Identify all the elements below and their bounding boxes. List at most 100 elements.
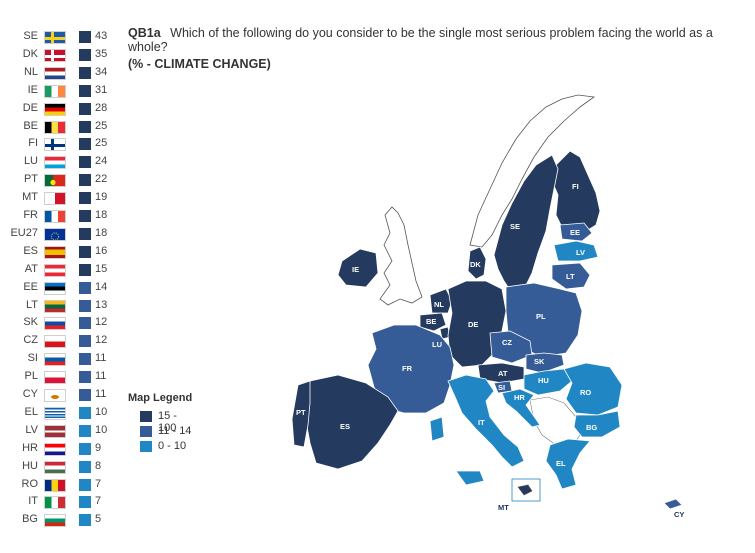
country-value: 28 xyxy=(95,101,108,114)
country-code: PT xyxy=(23,173,38,186)
flag-de-icon xyxy=(44,102,66,116)
flag-dk-icon xyxy=(44,48,66,62)
country-value: 7 xyxy=(95,477,102,490)
country-code: LV xyxy=(25,423,38,436)
map-label-ie: IE xyxy=(352,265,359,274)
legend-label-light: 0 - 10 xyxy=(158,440,187,452)
map-country-el xyxy=(545,438,591,490)
map-label-hr: HR xyxy=(514,393,525,402)
country-value: 25 xyxy=(95,119,108,132)
map-country-ro xyxy=(563,362,623,416)
country-code: ES xyxy=(23,244,38,257)
country-value: 34 xyxy=(95,65,108,78)
map-label-pt: PT xyxy=(296,408,306,417)
flag-pt-icon xyxy=(44,174,66,188)
band-swatch xyxy=(79,442,91,455)
country-row-se: SE 43 xyxy=(0,28,120,47)
band-swatch xyxy=(79,120,91,133)
flag-bg-icon xyxy=(44,514,66,528)
country-row-nl: NL 34 xyxy=(0,64,120,83)
flag-cz-icon xyxy=(44,335,66,349)
country-value: 8 xyxy=(95,459,102,472)
map-label-hu: HU xyxy=(538,376,549,385)
map-country-cy xyxy=(663,498,683,510)
country-row-pl: PL 11 xyxy=(0,368,120,387)
country-value: 31 xyxy=(95,83,108,96)
country-row-eu27: EU27 18 xyxy=(0,225,120,244)
map-label-it: IT xyxy=(478,418,485,427)
band-swatch xyxy=(79,48,91,61)
map-country-be xyxy=(419,312,447,332)
map-country-lv xyxy=(553,240,599,262)
country-row-bg: BG 5 xyxy=(0,511,120,530)
band-swatch xyxy=(79,31,91,43)
country-code: CY xyxy=(22,388,38,400)
country-code: LT xyxy=(25,298,38,311)
country-code: PL xyxy=(24,370,38,383)
country-row-ro: RO 7 xyxy=(0,476,120,495)
flag-be-icon xyxy=(44,120,66,134)
country-row-ee: EE 14 xyxy=(0,279,120,298)
legend-label-medium: 11 - 14 xyxy=(158,425,192,437)
country-value: 12 xyxy=(95,334,108,347)
map-non-eu-norway xyxy=(469,94,596,248)
flag-sk-icon xyxy=(44,317,66,331)
flag-lv-icon xyxy=(44,424,66,438)
country-code: EU27 xyxy=(10,226,38,239)
band-swatch xyxy=(79,496,91,509)
country-value: 25 xyxy=(95,137,108,150)
map-label-fr: FR xyxy=(402,364,413,373)
map-country-hu xyxy=(523,368,573,396)
country-code: EL xyxy=(24,405,38,418)
flag-pl-icon xyxy=(44,371,66,385)
europe-map: FI SE EE LV LT DK IE NL BE LU DE PL CZ S… xyxy=(291,94,684,519)
country-row-si: SI 11 xyxy=(0,350,120,369)
country-row-dk: DK 35 xyxy=(0,46,120,65)
legend-item-medium: 11 - 14 xyxy=(128,424,192,439)
map-label-fi: FI xyxy=(572,182,579,191)
map-label-mt: MT xyxy=(498,503,509,512)
map-label-cy: CY xyxy=(674,510,684,519)
map-inset-mt xyxy=(511,478,541,502)
map-country-ee xyxy=(559,222,593,242)
flag-el-icon xyxy=(44,406,66,420)
country-code: IE xyxy=(27,83,38,96)
map-label-dk: DK xyxy=(470,260,481,269)
band-swatch xyxy=(79,281,91,294)
country-row-es: ES 16 xyxy=(0,243,120,262)
legend-label-dark: 15 - 100 xyxy=(158,410,177,434)
country-code: SK xyxy=(23,316,38,329)
country-row-pt: PT 22 xyxy=(0,171,120,190)
country-row-cy: CY 11 xyxy=(0,386,120,405)
band-swatch xyxy=(79,317,91,330)
map-country-it xyxy=(429,374,525,486)
country-row-be: BE 25 xyxy=(0,118,120,137)
country-row-ie: IE 31 xyxy=(0,82,120,101)
flag-fi-icon xyxy=(44,138,66,152)
map-label-cz: CZ xyxy=(502,338,512,347)
map-country-sk xyxy=(525,352,565,374)
country-value: 18 xyxy=(95,209,108,221)
country-value: 13 xyxy=(95,298,108,311)
country-value: 7 xyxy=(95,495,102,508)
country-code: LU xyxy=(23,155,38,168)
map-label-be: BE xyxy=(426,317,436,326)
country-code: SI xyxy=(27,352,38,365)
map-label-el: EL xyxy=(556,459,566,468)
map-label-se: SE xyxy=(510,222,520,231)
band-swatch xyxy=(79,174,91,187)
flag-es-icon xyxy=(44,245,66,259)
country-code: DK xyxy=(22,47,38,60)
country-value: 24 xyxy=(95,155,108,168)
flag-it-icon xyxy=(44,496,66,510)
country-code: HR xyxy=(22,441,38,454)
flag-se-icon xyxy=(44,31,66,44)
map-country-dk xyxy=(467,246,487,280)
country-code: EE xyxy=(23,280,38,293)
country-code: FR xyxy=(23,209,38,221)
band-swatch xyxy=(79,192,91,205)
map-label-pl: PL xyxy=(536,312,546,321)
country-code: FI xyxy=(28,137,38,150)
band-swatch xyxy=(79,227,91,240)
country-value: 16 xyxy=(95,244,108,257)
